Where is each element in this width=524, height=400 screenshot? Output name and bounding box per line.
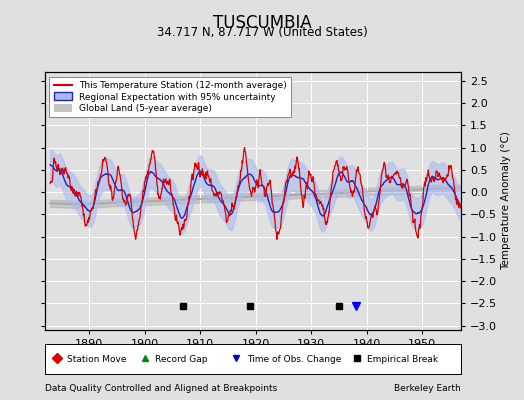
Y-axis label: Temperature Anomaly (°C): Temperature Anomaly (°C) [501,132,511,270]
Text: Berkeley Earth: Berkeley Earth [395,384,461,393]
Legend: This Temperature Station (12-month average), Regional Expectation with 95% uncer: This Temperature Station (12-month avera… [49,76,291,118]
Text: Record Gap: Record Gap [155,354,208,364]
Text: 34.717 N, 87.717 W (United States): 34.717 N, 87.717 W (United States) [157,26,367,39]
Text: Station Move: Station Move [68,354,127,364]
Text: TUSCUMBIA: TUSCUMBIA [213,14,311,32]
Text: Time of Obs. Change: Time of Obs. Change [247,354,341,364]
Text: Empirical Break: Empirical Break [367,354,439,364]
Text: Data Quality Controlled and Aligned at Breakpoints: Data Quality Controlled and Aligned at B… [45,384,277,393]
